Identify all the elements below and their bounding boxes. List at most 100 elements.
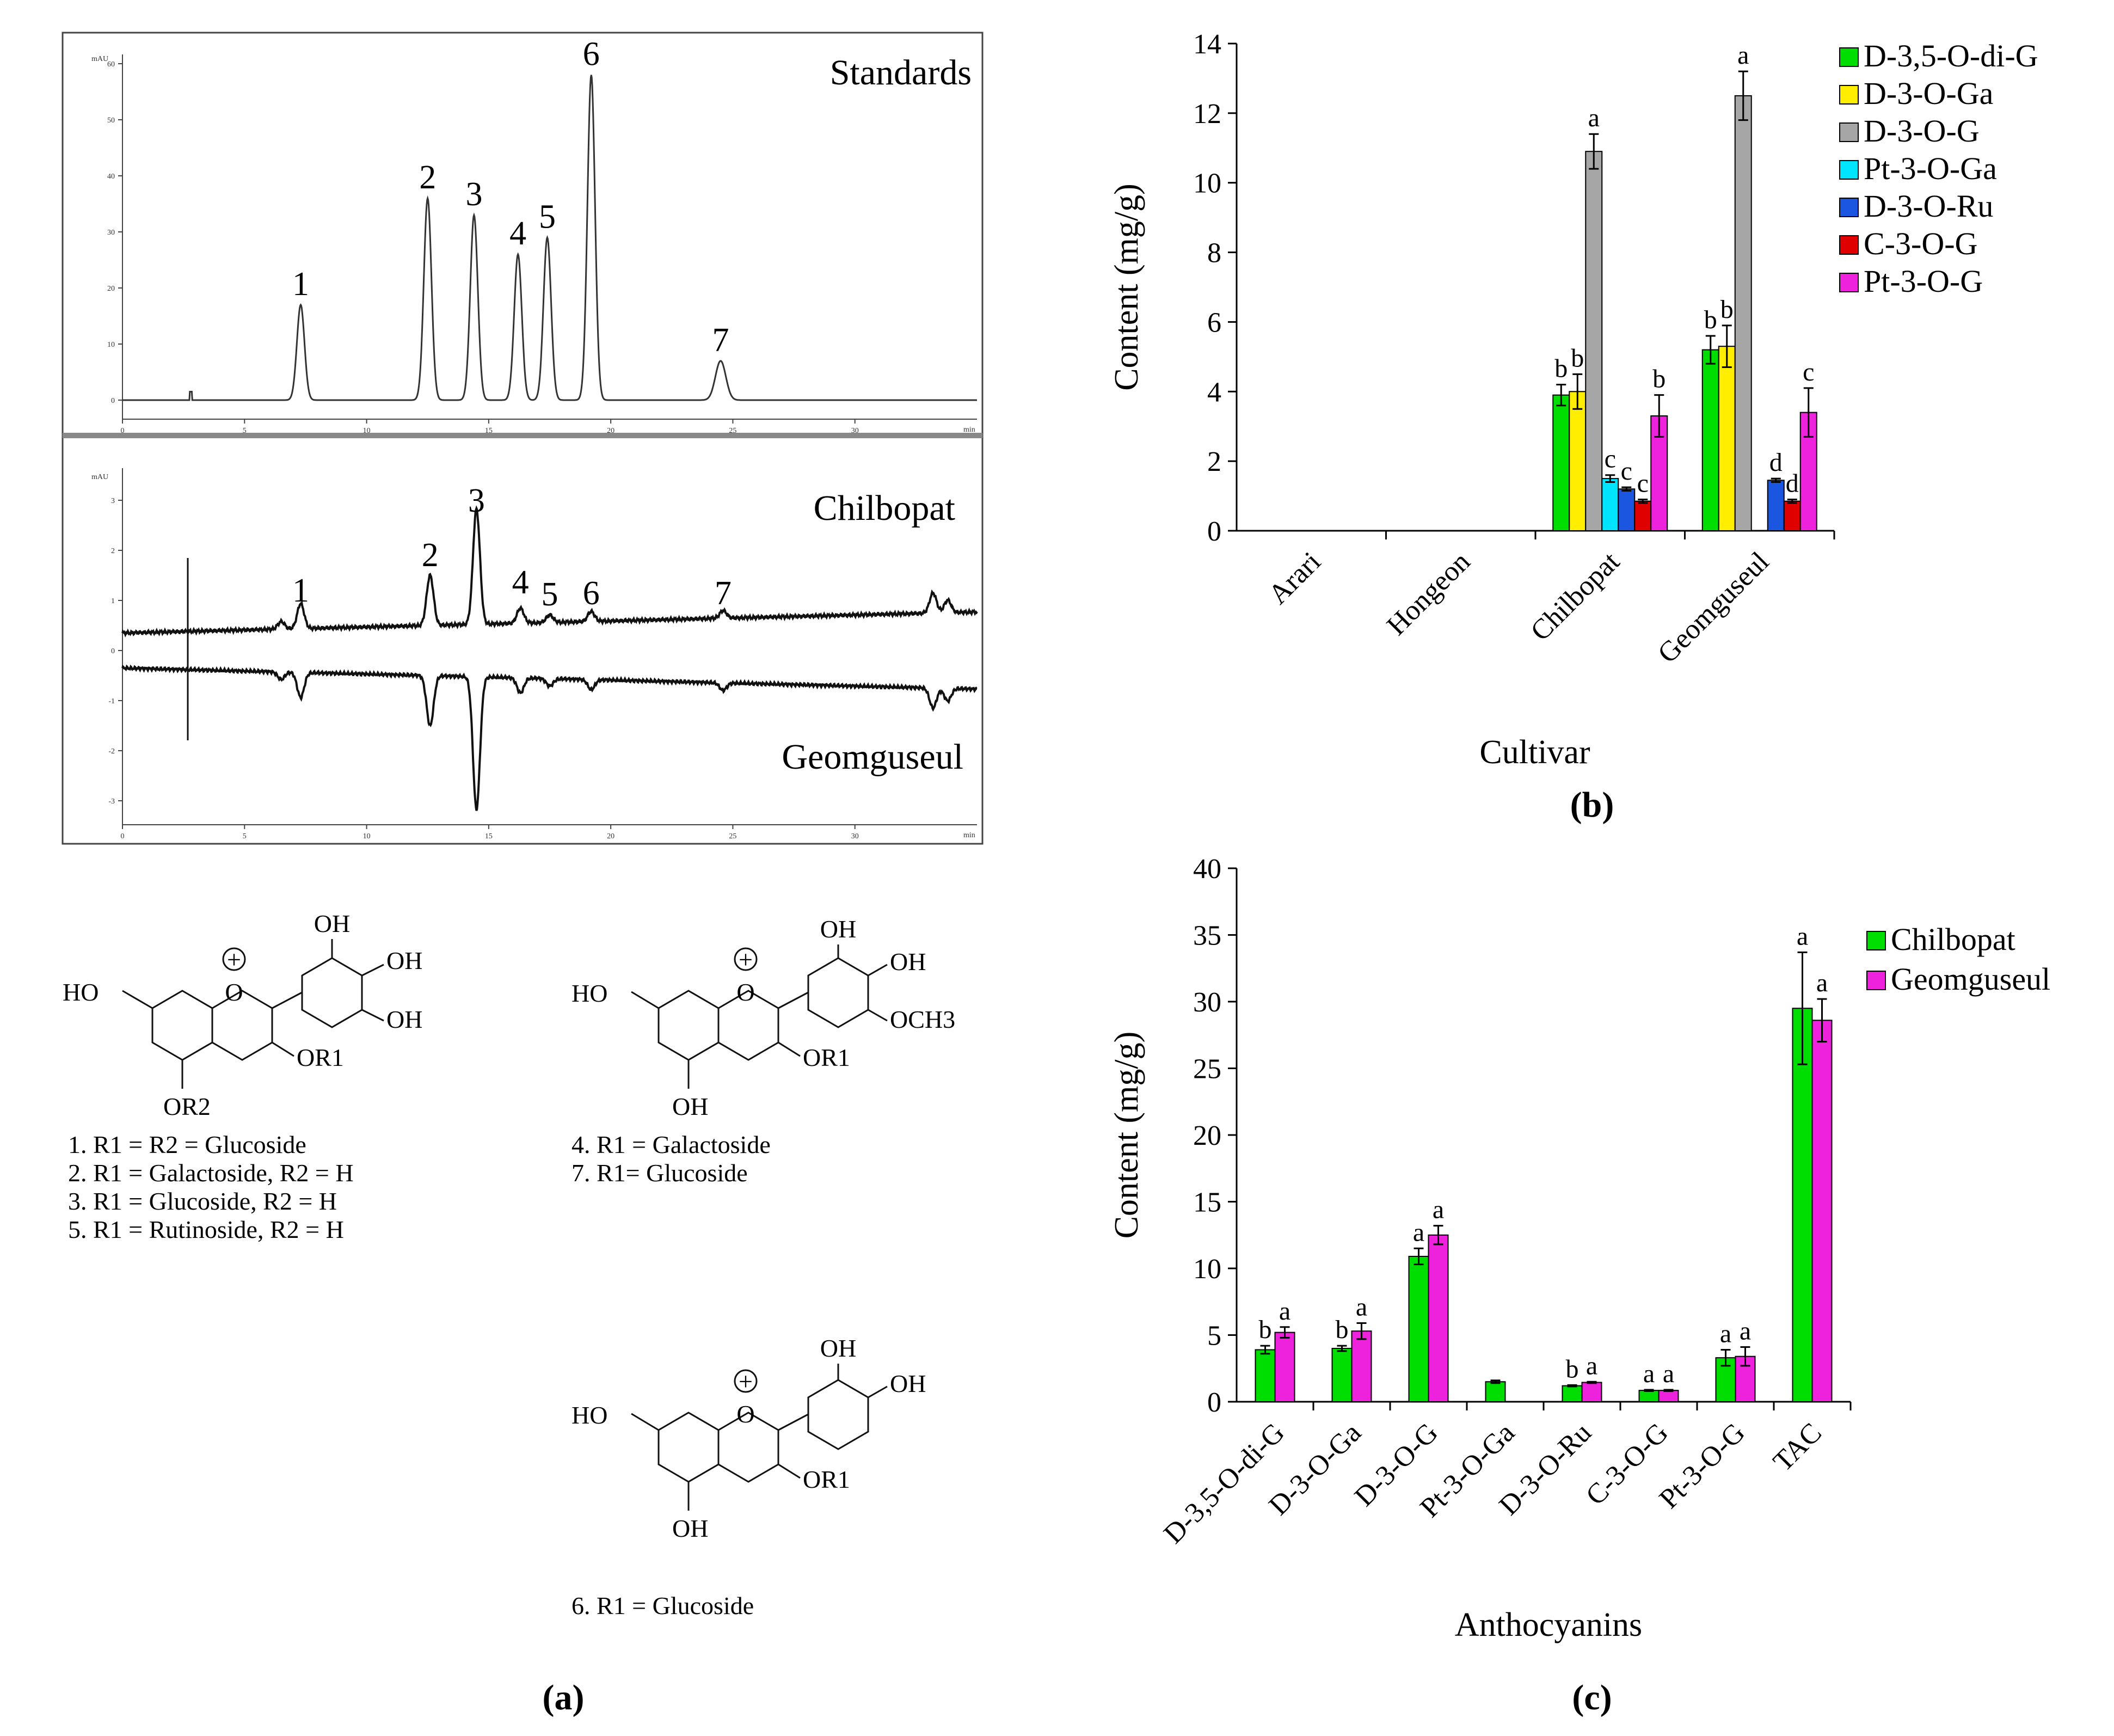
substituent: OR1 <box>803 1465 850 1493</box>
standards-y-tick-label: 40 <box>107 173 115 181</box>
standards-x-tick-label: 10 <box>363 427 371 435</box>
significance-letter: d <box>1786 469 1799 498</box>
legend-label: Chilbopat <box>1891 922 2015 957</box>
samples-x-tick-label: 25 <box>729 832 736 841</box>
y-tick-label: 25 <box>1193 1054 1221 1085</box>
panel-a-label: (a) <box>543 1678 585 1717</box>
structure-delphinidin: + HO O OH OH OH OR1 OR2 1. R1 = R2 = Glu… <box>63 910 422 1243</box>
cation-charge-icon <box>222 947 246 971</box>
structure-caption: 5. R1 = Rutinoside, R2 = H <box>68 1216 344 1243</box>
sample-peak-label: 5 <box>542 576 558 613</box>
bar <box>1331 1348 1353 1402</box>
standards-x-tick-label: 25 <box>729 427 736 435</box>
standards-x-unit: min <box>963 426 975 434</box>
bar <box>1581 1382 1602 1403</box>
chilbopat-trace <box>121 505 978 637</box>
substituent: OH <box>672 1093 708 1120</box>
y-tick-label: 10 <box>1193 1254 1221 1285</box>
standards-y-tick-label: 20 <box>107 285 115 293</box>
bar <box>1701 349 1719 531</box>
legend-label: Pt-3-O-G <box>1864 263 1983 299</box>
legend-swatch <box>1866 931 1886 950</box>
geomguseul-chrom-label: Geomguseul <box>782 737 963 777</box>
significance-letter: a <box>1663 1359 1674 1388</box>
substituent: OR1 <box>297 1044 344 1071</box>
substituent: HO <box>571 1401 607 1429</box>
significance-letter: c <box>1605 445 1616 474</box>
structure-caption: 4. R1 = Galactoside <box>571 1131 771 1158</box>
sample-peak-label: 7 <box>715 575 732 612</box>
bar <box>1767 480 1785 532</box>
samples-x-tick-label: 5 <box>243 832 247 841</box>
samples-x-tick-label: 20 <box>607 832 614 841</box>
svg-text:+: + <box>739 1367 753 1395</box>
bar <box>1569 391 1587 531</box>
ring-a <box>151 990 213 1061</box>
significance-letter: c <box>1621 457 1632 486</box>
significance-letter: a <box>1740 1317 1751 1346</box>
substituent: OR2 <box>163 1093 211 1120</box>
standards-x-tick-label: 30 <box>851 427 859 435</box>
cation-charge-icon <box>734 1369 758 1393</box>
structure-petunidin: + HO O OH OH OCH3 OR1 OH 4. R1 = Galacto… <box>571 915 955 1187</box>
chart-b-y-label: Content (mg/g) <box>1108 183 1145 391</box>
significance-letter: a <box>1356 1292 1367 1321</box>
significance-letter: a <box>1586 1351 1597 1380</box>
standards-x-tick-label: 5 <box>243 427 247 435</box>
substituent: OH <box>890 948 926 976</box>
sample-peak-label: 3 <box>468 482 485 519</box>
x-tick-label: Geomguseul <box>1652 546 1775 669</box>
significance-letter: a <box>1737 41 1749 70</box>
standards-y-tick-label: 30 <box>107 229 115 237</box>
substituent: O <box>225 978 243 1006</box>
significance-letter: a <box>1720 1319 1731 1348</box>
standards-label: Standards <box>830 53 972 93</box>
significance-letter: c <box>1803 358 1814 387</box>
panel-c-label: (c) <box>1572 1678 1612 1717</box>
bar <box>1638 1390 1660 1403</box>
samples-x-tick-label: 15 <box>485 832 493 841</box>
y-tick-label: 5 <box>1207 1321 1221 1352</box>
significance-letter: b <box>1566 1354 1579 1383</box>
significance-letter: a <box>1433 1195 1444 1224</box>
chart-b: 0 2 4 6 8 10 12 14 Arari Hongeon Chilbopat Geomgus… <box>1108 29 2038 825</box>
substituent: HO <box>571 979 607 1007</box>
bar <box>1601 478 1619 531</box>
significance-letter: b <box>1554 354 1568 383</box>
legend-swatch <box>1839 47 1859 67</box>
bar <box>1552 394 1570 532</box>
substituent: OH <box>314 910 350 937</box>
svg-text:+: + <box>227 946 241 973</box>
bar <box>1734 95 1752 531</box>
legend-label: D-3-O-Ru <box>1864 188 1993 224</box>
legend-label: D-3,5-O-di-G <box>1864 38 2038 73</box>
bar <box>1792 1008 1813 1402</box>
x-tick-label: Chilbopat <box>1525 546 1626 647</box>
bar <box>1658 1390 1679 1403</box>
substituent: OH <box>890 1370 926 1397</box>
x-tick-label: Hongeon <box>1381 546 1476 641</box>
standards-y-tick-label: 50 <box>107 116 115 125</box>
chart-b-x-label: Cultivar <box>1479 734 1590 771</box>
y-tick-label: 10 <box>1193 168 1221 199</box>
significance-letter: a <box>1643 1359 1655 1388</box>
significance-letter: a <box>1588 103 1600 132</box>
structure-caption: 1. R1 = R2 = Glucoside <box>68 1131 306 1158</box>
y-tick-label: 0 <box>1207 516 1221 547</box>
significance-letter: c <box>1637 469 1649 498</box>
structure-caption: 6. R1 = Glucoside <box>571 1592 754 1620</box>
substituent: OH <box>820 1334 856 1362</box>
samples-y-tick-label: -3 <box>108 798 115 806</box>
y-tick-label: 14 <box>1193 29 1221 60</box>
legend-label: Geomguseul <box>1891 961 2050 997</box>
bar <box>1351 1330 1372 1402</box>
samples-y-tick-label: -1 <box>108 697 115 706</box>
standards-unit: mAU <box>91 55 108 63</box>
samples-x-tick-label: 10 <box>363 832 371 841</box>
bar <box>1618 488 1636 531</box>
bar <box>1274 1332 1295 1403</box>
x-tick-label: TAC <box>1767 1417 1828 1477</box>
y-tick-label: 40 <box>1193 854 1221 885</box>
legend-swatch <box>1839 122 1859 142</box>
